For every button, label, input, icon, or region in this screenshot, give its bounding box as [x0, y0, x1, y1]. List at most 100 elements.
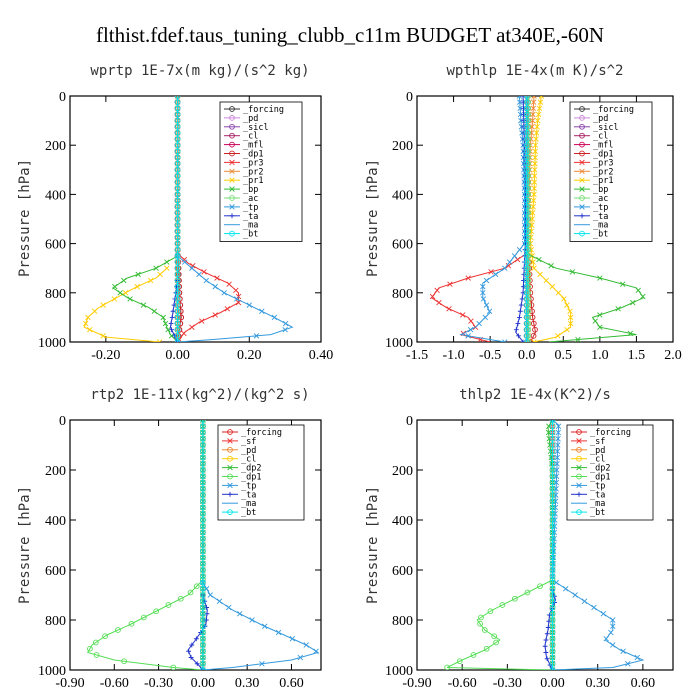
legend-label: _dp2 [241, 464, 261, 474]
legend-entry: _forcing [571, 428, 631, 438]
data-point [549, 429, 556, 436]
legend-label: _sicl [243, 123, 269, 133]
x-tick-label: 0.00 [165, 348, 190, 363]
legend-label: _tp [590, 481, 605, 491]
legend-marker [227, 464, 233, 471]
data-point [549, 635, 556, 642]
data-point [523, 326, 530, 333]
data-point [174, 154, 181, 161]
data-point [555, 290, 562, 296]
data-point [121, 277, 127, 284]
legend-marker [227, 509, 233, 515]
data-point [174, 277, 181, 284]
data-point [549, 579, 556, 586]
legend-entry: _ma [222, 499, 256, 509]
legend-marker [229, 150, 235, 157]
data-point [615, 306, 621, 312]
legend-entry: _ta [222, 490, 256, 500]
data-point [515, 321, 521, 326]
data-point [549, 567, 556, 573]
legend-label: _cl [241, 455, 256, 465]
legend-label: _pd [241, 446, 256, 456]
data-point [555, 442, 561, 448]
data-point [523, 99, 530, 106]
data-point [549, 592, 556, 598]
legend-entry: _bt [222, 508, 256, 518]
data-point [313, 648, 319, 654]
data-point [537, 583, 543, 590]
data-point [591, 604, 597, 611]
data-point [174, 185, 181, 192]
data-point [121, 658, 127, 665]
data-point [517, 105, 523, 112]
data-point [532, 326, 538, 333]
data-point [169, 315, 175, 320]
panel-rtp2: rtp2 1E-11x(kg^2)/(kg^2 s) Pressure [hPa… [17, 387, 310, 604]
legend-entry: _sicl [224, 123, 269, 133]
data-point [200, 660, 206, 667]
data-point [203, 277, 209, 284]
legend-label: _ta [241, 490, 256, 500]
legend-label: _ac [243, 194, 258, 204]
legend-marker [229, 177, 235, 183]
data-point [521, 105, 526, 111]
legend-label: _cl [243, 132, 258, 142]
panel-wprtp: wprtp 1E-7x(m kg)/(s^2 kg) Pressure [hPa… [17, 63, 310, 277]
data-point [530, 203, 536, 210]
data-point [523, 271, 530, 278]
legend-entry: _tp [222, 481, 256, 491]
legend-entry: _forcing [224, 105, 284, 115]
data-point [518, 124, 525, 130]
y-tick-label: 400 [45, 188, 66, 203]
data-point [172, 333, 177, 339]
data-point [575, 336, 581, 342]
data-point [549, 529, 556, 536]
data-point [523, 296, 530, 302]
data-point [549, 498, 556, 505]
data-point [162, 320, 169, 327]
panel-wpthlp: wpthlp 1E-4x(m K)/s^2 Pressure [hPa] [365, 63, 624, 277]
data-point [157, 271, 163, 278]
data-point [530, 259, 536, 265]
plot-area-1: -1.5 -1.0 -0.5 0.0 0.5 1.0 1.5 2.0 0 200 400 600 800… [385, 90, 682, 363]
data-point [488, 269, 494, 275]
data-point [444, 664, 450, 670]
data-point [549, 548, 556, 555]
data-point [600, 611, 607, 617]
data-point [271, 314, 278, 321]
data-point [627, 330, 634, 337]
legend-label: _mfl [243, 141, 263, 151]
x-tick-label: 0.00 [191, 676, 216, 691]
data-point [226, 281, 232, 287]
data-point [529, 216, 535, 222]
legend-label: _tp [593, 203, 608, 213]
data-point [549, 573, 556, 580]
legend-marker [229, 141, 235, 148]
legend-entry: _pd [222, 446, 256, 456]
legend-label: _dp1 [590, 473, 610, 483]
data-point [530, 105, 537, 112]
data-point [480, 290, 486, 296]
data-point [174, 259, 181, 265]
data-point [523, 228, 530, 235]
data-point [523, 246, 530, 253]
data-point [200, 517, 206, 523]
data-point [520, 99, 526, 105]
data-point [519, 296, 525, 302]
data-point [549, 467, 556, 473]
legend-marker [229, 213, 235, 219]
legend-marker [229, 186, 235, 192]
data-point [635, 287, 641, 294]
legend-entry: _ac [224, 194, 258, 204]
data-point [549, 460, 556, 467]
data-point [545, 625, 551, 630]
legend-label: _dp1 [243, 150, 263, 160]
series-dp1 [86, 577, 206, 670]
data-point [200, 467, 206, 473]
legend-entry: _pr2 [574, 167, 613, 177]
legend-label: _forcing [243, 105, 284, 115]
plot-frame [69, 95, 322, 343]
data-point [193, 636, 199, 642]
data-point [200, 460, 206, 467]
